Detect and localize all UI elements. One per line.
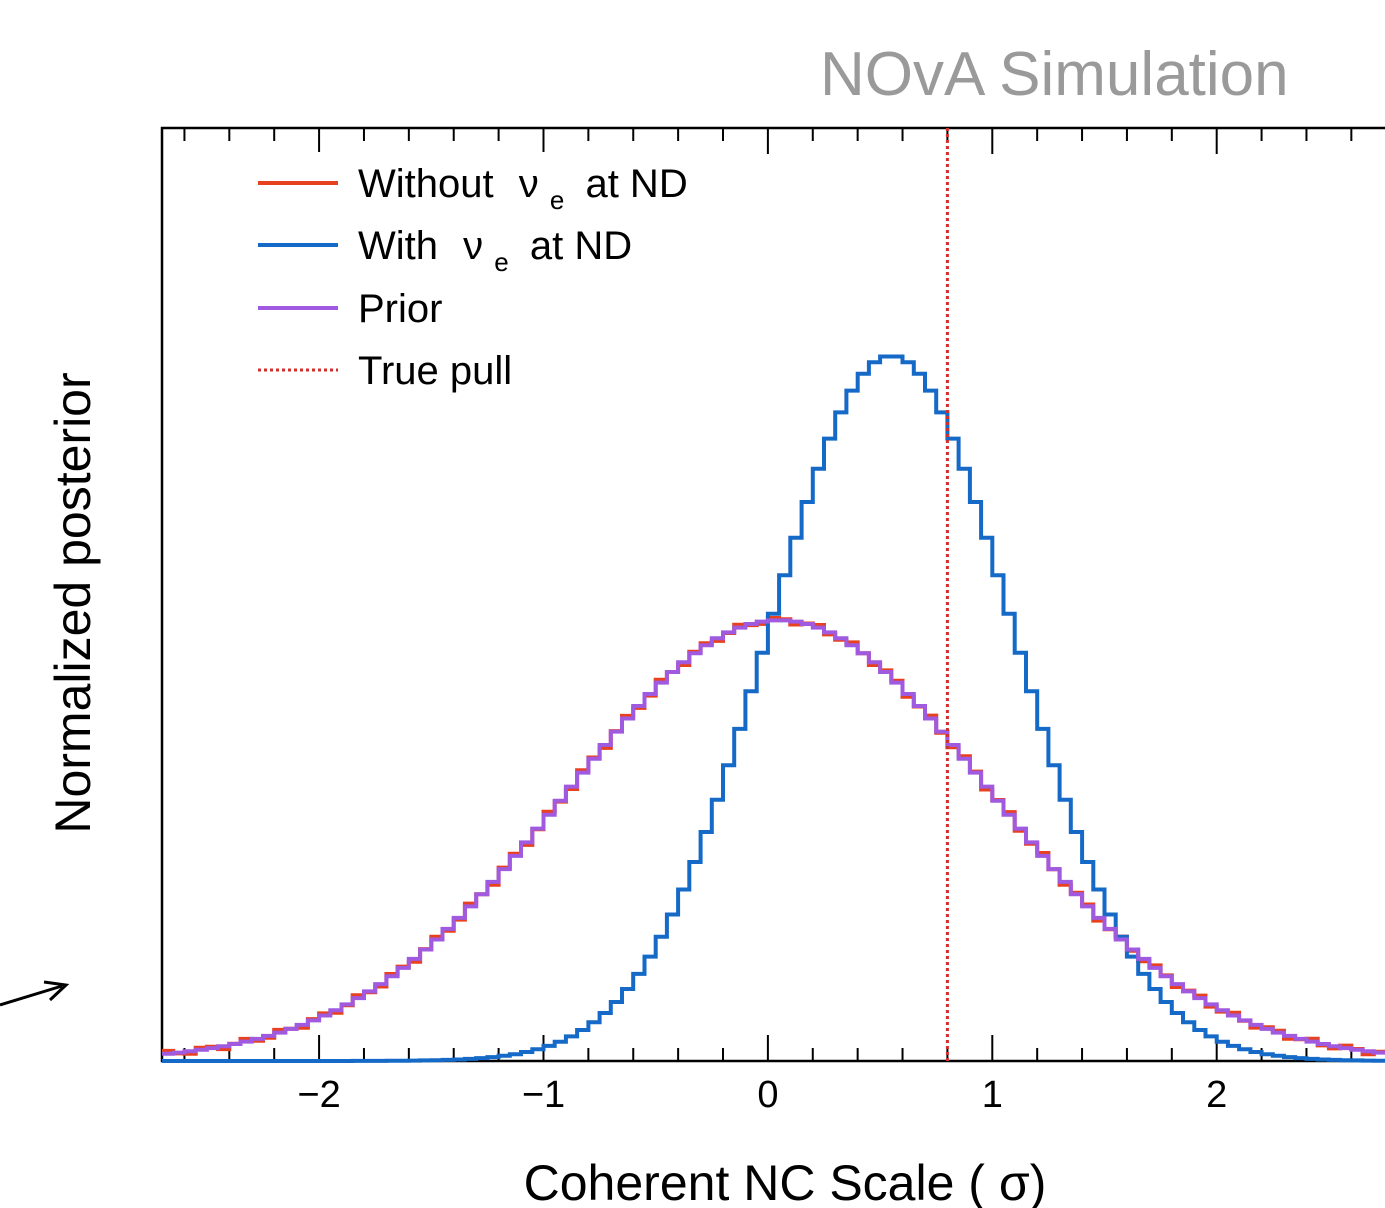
x-tick-label: 2 [1206,1074,1227,1116]
legend-label-prior: Prior [358,287,442,331]
legend-label-without: Without ν e at ND [358,162,688,218]
x-axis-tick-labels: −2 −1 0 1 2 [297,1074,1227,1116]
legend-label-with: With ν e at ND [358,224,632,280]
x-tick-label: 0 [757,1074,778,1116]
x-tick-label: −1 [522,1074,565,1116]
arrow-annotation [0,980,70,1007]
x-tick-label: 1 [982,1074,1003,1116]
curve-prior [162,618,1385,1056]
x-axis-label: Coherent NC Scale ( σ) [524,1155,1047,1208]
y-axis-label: Normalized posterior [45,372,101,833]
plot-area [162,128,1385,1063]
curve-without-nue [162,616,1385,1057]
legend: Without ν e at ND With ν e at ND Prior T… [238,152,708,400]
x-tick-label: −2 [297,1074,340,1116]
curve-with-nue [162,354,1385,1063]
chart-title: NOvA Simulation [820,40,1289,109]
legend-label-truepull: True pull [358,349,512,393]
axes-box [160,126,1385,1063]
plot-frame [160,126,1385,1063]
